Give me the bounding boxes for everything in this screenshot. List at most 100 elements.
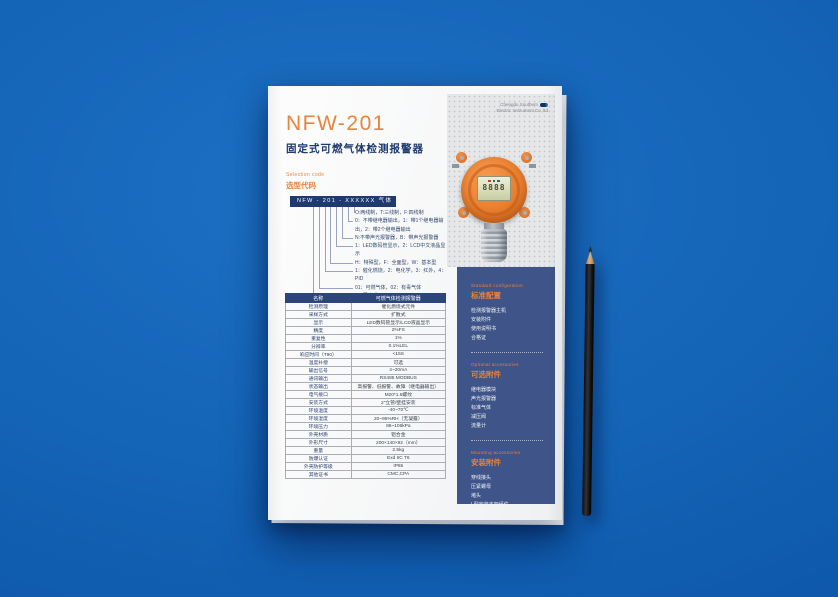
spec-row: 环境压力 86~106kPa — [285, 422, 447, 431]
spec-row: 电气接口 M20*1.5螺纹 — [285, 390, 447, 399]
connector-line — [330, 263, 353, 264]
spec-value: 20~95%RH（无凝露） — [350, 414, 447, 423]
sidebar-item: 减压阀 — [471, 414, 487, 420]
bolt-icon — [452, 164, 459, 168]
selection-options-tree: O:两线制，T:三线制，F:四线制 0：不带继电器输出，1：带1个继电器输出，2：… — [290, 207, 450, 299]
spec-value: IP65 — [350, 462, 447, 471]
selection-option: H：特殊型，F：全面型，W：基本型 — [355, 259, 437, 266]
connector-line — [324, 271, 353, 272]
connector-line — [324, 207, 326, 271]
spec-header-product: 可燃气体检测报警器 — [350, 293, 447, 303]
spec-label: 环境湿度 — [285, 414, 352, 423]
spec-row: 环境湿度 20~95%RH（无凝露） — [285, 414, 447, 423]
spec-label: 分辨率 — [285, 342, 352, 351]
spec-value: 0.1%LEL — [350, 342, 447, 351]
sidebar-item: 压紧螺母 — [471, 484, 492, 490]
company-logo-icon — [540, 103, 548, 107]
brand-line-2: Electric Instrument Co.,ltd — [496, 107, 548, 113]
spec-label: 输出信号 — [285, 366, 352, 375]
connector-line — [313, 207, 314, 296]
selection-option: 1：催化燃烧，2：电化学，3：红外，4：PID — [355, 268, 447, 283]
spec-label: 环境温度 — [285, 406, 352, 415]
spec-label: 温度补偿 — [285, 358, 352, 367]
pencil — [582, 246, 595, 517]
spec-value: 2.5kg — [350, 446, 447, 455]
spec-row: 精度 2%FS — [285, 326, 447, 335]
spec-row: 温度补偿 可选 — [285, 358, 447, 367]
spec-row: 通讯输出 RS485 MODBUS — [285, 374, 447, 383]
mounting-ear-icon — [521, 152, 532, 163]
spec-label: 防爆认证 — [285, 454, 352, 463]
mounting-ear-icon — [458, 207, 469, 218]
spec-label: 精度 — [285, 326, 352, 335]
sidebar-item: L型安装支架组件 — [471, 502, 509, 508]
connector-line — [336, 246, 353, 247]
sidebar-section-title-en: Standard configuration — [471, 283, 523, 288]
spec-label: 显示 — [285, 318, 352, 327]
bolt-icon — [529, 164, 536, 168]
spec-value: M20*1.5螺纹 — [350, 390, 447, 399]
lcd-status-icons — [478, 177, 510, 182]
sidebar-item: 声光报警器 — [471, 396, 497, 402]
sensor-cylinder — [481, 229, 507, 262]
paper-stack: NFW-201 固定式可燃气体检测报警器 Selection code 选型代码… — [268, 86, 567, 526]
spec-row: 安装方式 2"立管/壁挂安装 — [285, 398, 447, 407]
spec-value: -40~70℃ — [350, 406, 447, 415]
mounting-ear-icon — [456, 152, 467, 163]
spec-label: 电气接口 — [285, 390, 352, 399]
spec-label: 环境压力 — [285, 422, 352, 431]
connector-line — [336, 207, 338, 246]
connector-line — [318, 288, 353, 289]
spec-header-name: 名称 — [285, 293, 352, 303]
spec-label: 外壳防护等级 — [285, 462, 352, 471]
selection-code-label-en: Selection code — [286, 172, 325, 178]
selection-code-label-zh: 选型代码 — [286, 181, 316, 190]
gas-detector-product-photo: 8888 — [452, 149, 536, 264]
sidebar-item: 标准气体 — [471, 405, 492, 411]
mounting-ear-icon — [519, 207, 530, 218]
model-code-bar: NFW - 201 - XXXXXX 气体 — [290, 196, 396, 207]
spec-label: 响应时间（T90） — [285, 350, 352, 359]
spec-value: 催化燃烧式元件 — [350, 302, 447, 311]
spec-row: 显示 LED数码管显示/LCD液晶显示 — [285, 318, 447, 327]
spec-value: 200×140×92（mm） — [350, 438, 447, 447]
selection-option: 1：LED数码管显示，2：LCD中文液晶显示 — [355, 243, 446, 258]
sidebar-section-title-en: Mounting accessories — [471, 450, 521, 455]
spec-value: 高报警、低报警、故障（继电器输出） — [350, 382, 447, 391]
connector-line — [330, 207, 332, 263]
sidebar-item: 继电器模块 — [471, 387, 497, 393]
sidebar-item: 堵头 — [471, 493, 482, 499]
spec-value: 86~106kPa — [350, 422, 447, 431]
spec-label: 重复性 — [285, 334, 352, 343]
selection-option: O:两线制，T:三线制，F:四线制 — [355, 210, 424, 216]
spec-label: 重量 — [285, 446, 352, 455]
connector-line — [347, 207, 349, 221]
spec-row: 防爆认证 Exd IIC T6 — [285, 454, 447, 463]
spec-label: 安装方式 — [285, 398, 352, 407]
spec-row: 重量 2.5kg — [285, 446, 447, 455]
sidebar-divider — [471, 440, 543, 441]
company-brand: Chengdu Southern Electric Instrument Co.… — [496, 102, 548, 113]
spec-header-row: 名称 可燃气体检测报警器 — [285, 293, 447, 303]
connector-line — [342, 207, 343, 238]
spec-row: 外壳防护等级 IP65 — [285, 462, 447, 471]
brand-line-1: Chengdu Southern — [496, 102, 548, 108]
sidebar-item: 流量计 — [471, 423, 487, 429]
sidebar-item: 安装附件 — [471, 317, 492, 323]
spec-value: LED数码管显示/LCD液晶显示 — [350, 318, 447, 327]
connector-line — [342, 238, 353, 239]
spec-table: 名称 可燃气体检测报警器 检测原理 催化燃烧式元件 采样方式 扩散式 显示 LED数码管显… — [285, 293, 447, 479]
spec-label: 外形尺寸 — [285, 438, 352, 447]
spec-row: 状态输出 高报警、低报警、故障（继电器输出） — [285, 382, 447, 391]
detector-lcd-screen: 8888 — [477, 176, 511, 201]
spec-value: CMC,CPA — [350, 470, 447, 479]
spec-value: 1% — [350, 334, 447, 343]
spec-value: 铝合金 — [350, 430, 447, 439]
spec-value: 2"立管/壁挂安装 — [350, 398, 447, 407]
spec-row: 采样方式 扩散式 — [285, 310, 447, 319]
selection-option: 01：可燃气体，02：有毒气体 — [355, 284, 422, 291]
sidebar-section-title-zh: 标准配置 — [471, 291, 501, 300]
lcd-digits: 8888 — [482, 183, 506, 192]
spec-value: 2%FS — [350, 326, 447, 335]
spec-row: 外壳材质 铝合金 — [285, 430, 447, 439]
